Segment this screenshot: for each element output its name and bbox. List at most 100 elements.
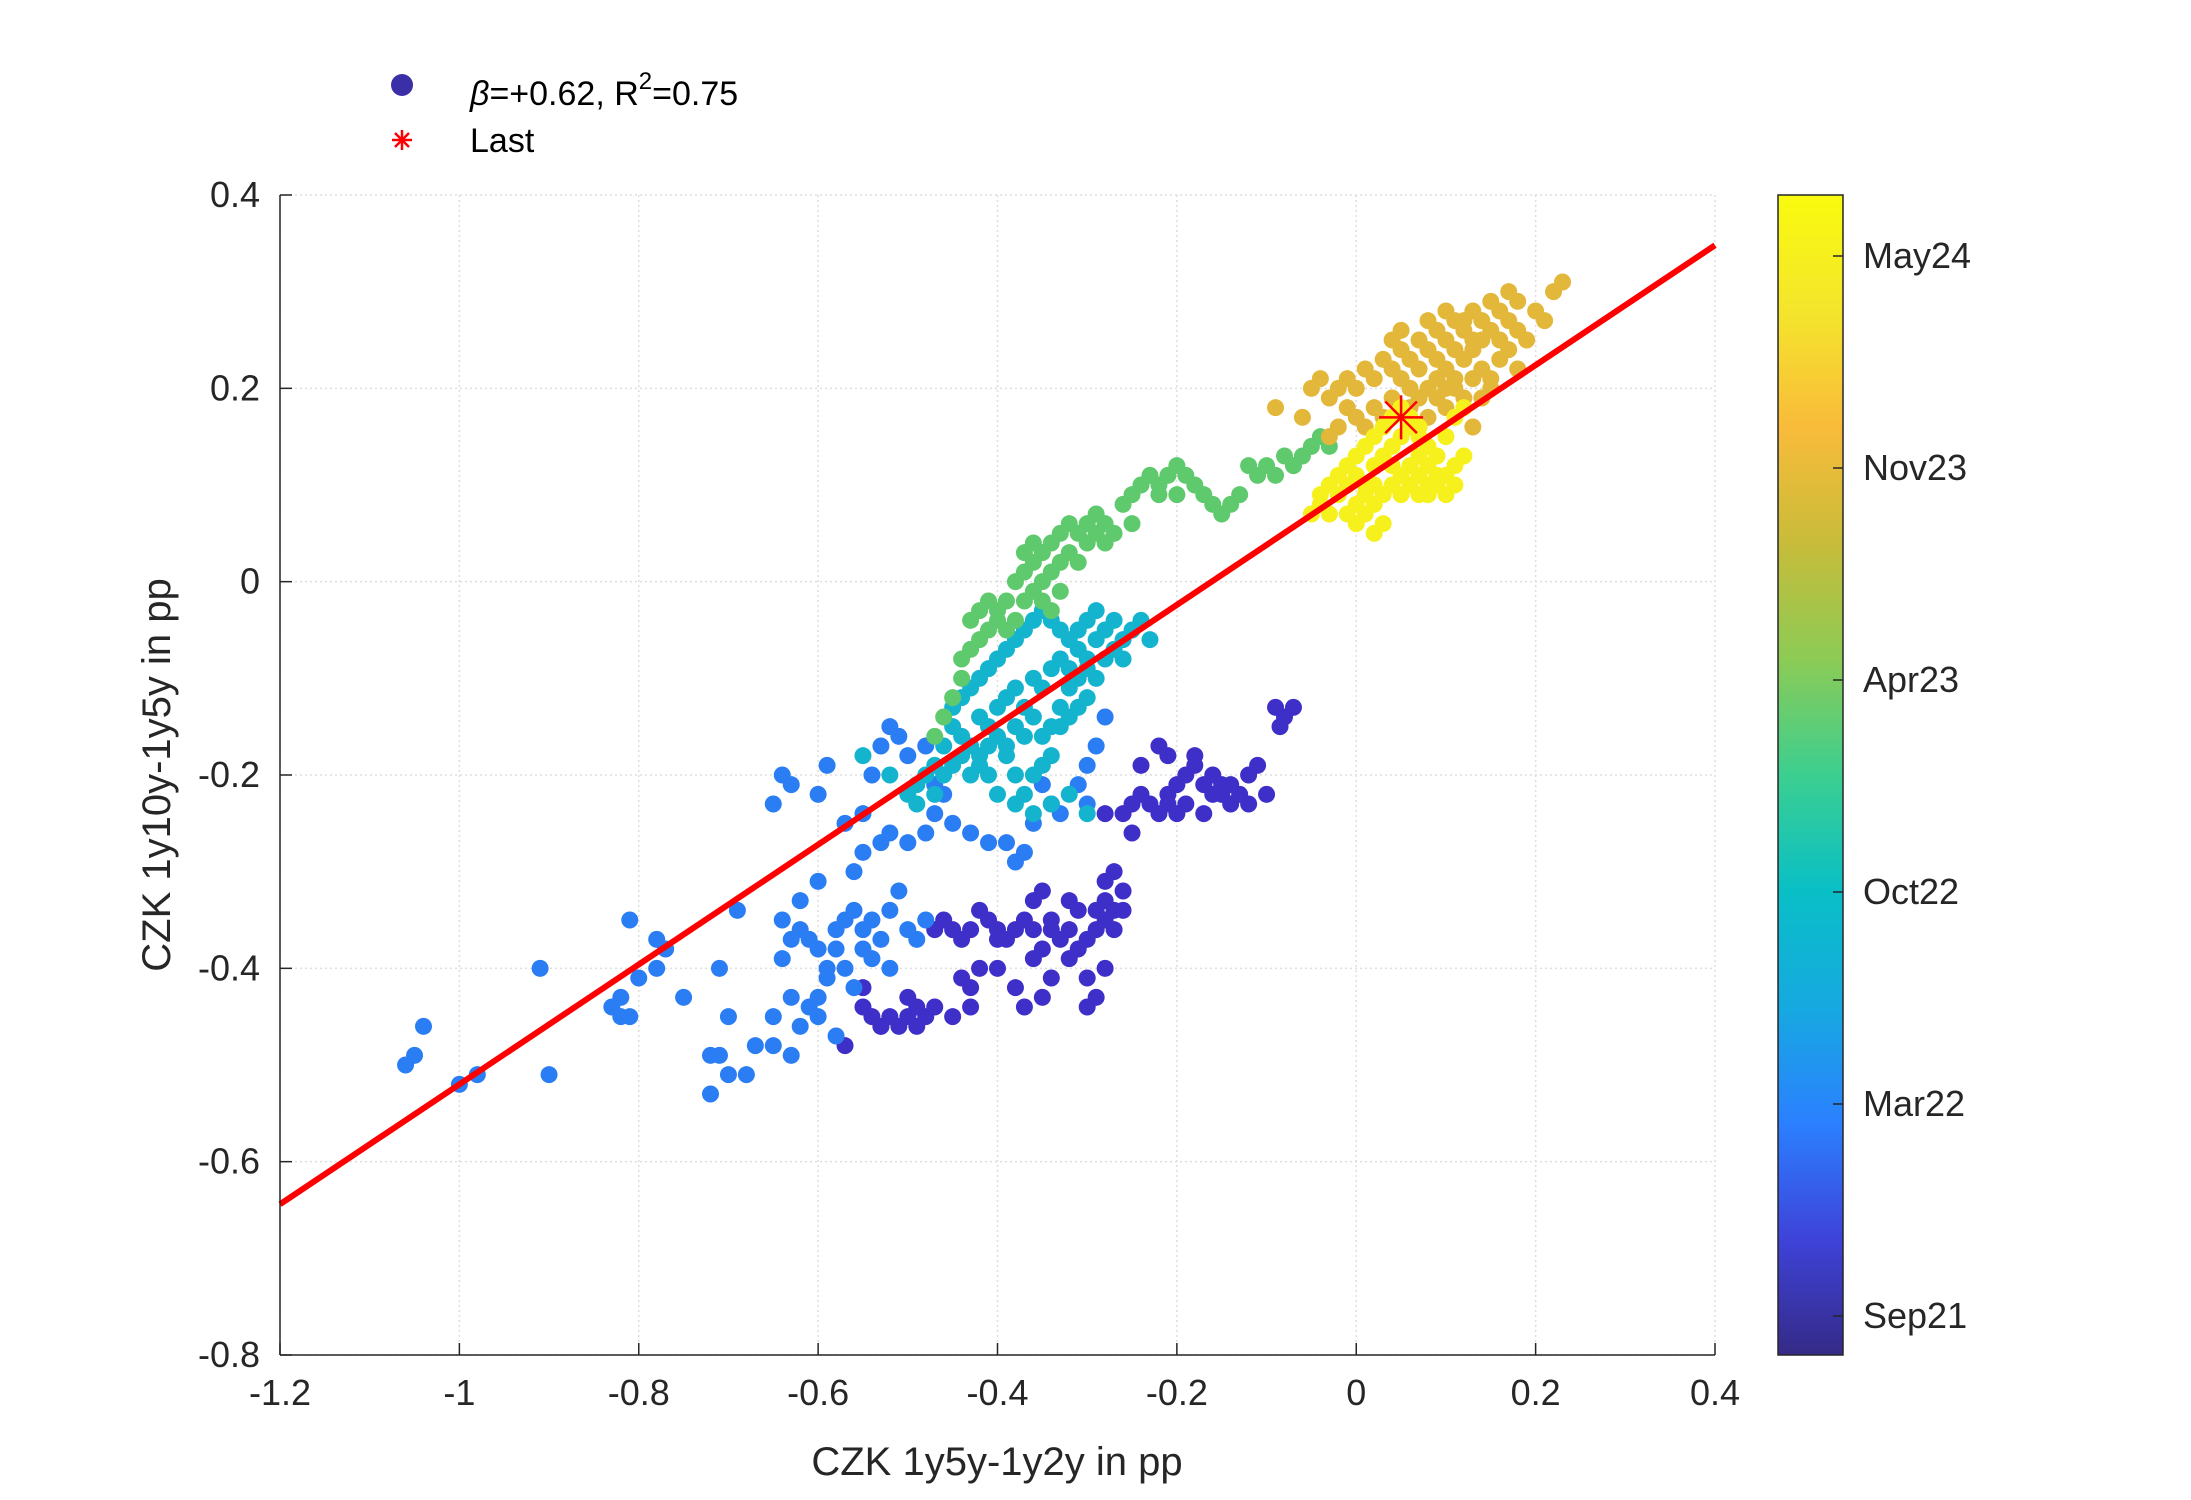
data-point xyxy=(1271,718,1289,736)
data-point xyxy=(1437,379,1455,397)
colorbar-tick-label: May24 xyxy=(1863,235,1971,276)
data-point xyxy=(1267,399,1285,417)
data-point xyxy=(881,824,899,842)
data-point xyxy=(872,930,890,948)
data-point xyxy=(890,727,908,745)
data-point xyxy=(926,998,944,1016)
data-point xyxy=(944,1008,962,1026)
data-point xyxy=(773,766,791,784)
y-tick-label: 0.2 xyxy=(210,367,260,408)
data-point xyxy=(1150,486,1168,504)
data-point xyxy=(926,727,944,745)
data-point xyxy=(1464,418,1482,436)
data-point xyxy=(1006,679,1024,697)
plot-area: -1.2 -1 -0.8 -0.6 -0.4 -0.2 0 0.2 0.4 -0.8-0.6-0… xyxy=(198,174,1740,1413)
y-axis-ticks: -0.8 -0.6 -0.4 -0.2 0 0.2 0.4 xyxy=(198,174,292,1375)
data-point xyxy=(1437,428,1455,446)
data-point xyxy=(1491,331,1509,349)
data-point xyxy=(540,1066,558,1084)
data-point xyxy=(872,737,890,755)
data-point xyxy=(737,1066,755,1084)
data-point xyxy=(1015,998,1033,1016)
data-point xyxy=(791,1017,809,1035)
data-point xyxy=(1293,408,1311,426)
data-point xyxy=(648,930,666,948)
data-point xyxy=(1284,698,1302,716)
data-point xyxy=(1105,921,1123,939)
data-point xyxy=(1365,476,1383,494)
data-point xyxy=(406,1046,424,1064)
data-point xyxy=(908,795,926,813)
y-tick-label: 0.4 xyxy=(210,174,260,215)
data-point xyxy=(890,882,908,900)
data-point xyxy=(719,1066,737,1084)
data-point xyxy=(1536,312,1554,330)
data-point xyxy=(1159,795,1177,813)
data-point xyxy=(908,1017,926,1035)
data-point xyxy=(1428,350,1446,368)
data-point xyxy=(1096,708,1114,726)
data-point xyxy=(899,988,917,1006)
x-tick-label: 0.4 xyxy=(1690,1372,1740,1413)
data-point xyxy=(971,959,989,977)
data-point xyxy=(1240,795,1258,813)
data-point xyxy=(944,814,962,832)
data-point xyxy=(917,911,935,929)
data-point xyxy=(782,988,800,1006)
data-point xyxy=(1374,515,1392,533)
data-point xyxy=(863,766,881,784)
data-point xyxy=(1410,486,1428,504)
data-point xyxy=(1015,727,1033,745)
data-point xyxy=(899,834,917,852)
data-point xyxy=(1042,747,1060,765)
data-point xyxy=(531,959,549,977)
data-point xyxy=(1051,582,1069,600)
data-point xyxy=(944,689,962,707)
data-point xyxy=(1410,418,1428,436)
x-tick-label: -1 xyxy=(443,1372,475,1413)
data-point xyxy=(872,1017,890,1035)
x-axis-ticks: -1.2 -1 -0.8 -0.6 -0.4 -0.2 0 0.2 0.4 xyxy=(249,1343,1740,1413)
data-point xyxy=(1087,737,1105,755)
data-point xyxy=(1024,708,1042,726)
data-point xyxy=(1419,312,1437,330)
data-point xyxy=(675,988,693,1006)
data-point xyxy=(1446,476,1464,494)
data-point xyxy=(782,1046,800,1064)
data-point xyxy=(1006,766,1024,784)
data-point xyxy=(962,824,980,842)
data-point xyxy=(1249,756,1267,774)
data-point xyxy=(1320,505,1338,523)
data-point xyxy=(1042,795,1060,813)
data-point xyxy=(818,969,836,987)
data-point xyxy=(1123,824,1141,842)
data-point xyxy=(1518,331,1536,349)
data-point xyxy=(710,959,728,977)
data-point xyxy=(1446,341,1464,359)
data-point xyxy=(1078,805,1096,823)
data-point xyxy=(962,998,980,1016)
data-point xyxy=(1114,882,1132,900)
data-point xyxy=(1105,863,1123,881)
x-tick-label: -0.6 xyxy=(787,1372,849,1413)
data-point xyxy=(989,930,1006,948)
data-point xyxy=(1114,901,1132,919)
legend-beta-symbol: β xyxy=(469,75,489,113)
data-point xyxy=(630,969,648,987)
data-point xyxy=(845,901,863,919)
data-point xyxy=(1015,843,1033,861)
data-point xyxy=(1168,486,1186,504)
data-point xyxy=(1006,979,1024,997)
data-point xyxy=(1401,379,1419,397)
data-point xyxy=(1051,698,1069,716)
colorbar-tick-label: Nov23 xyxy=(1863,447,1967,488)
data-point xyxy=(980,766,998,784)
data-point xyxy=(809,940,827,958)
data-point xyxy=(1204,766,1222,784)
x-tick-label: -0.8 xyxy=(608,1372,670,1413)
data-point xyxy=(791,892,809,910)
data-point xyxy=(1311,370,1329,388)
data-point xyxy=(773,911,791,929)
data-point xyxy=(710,1046,728,1064)
